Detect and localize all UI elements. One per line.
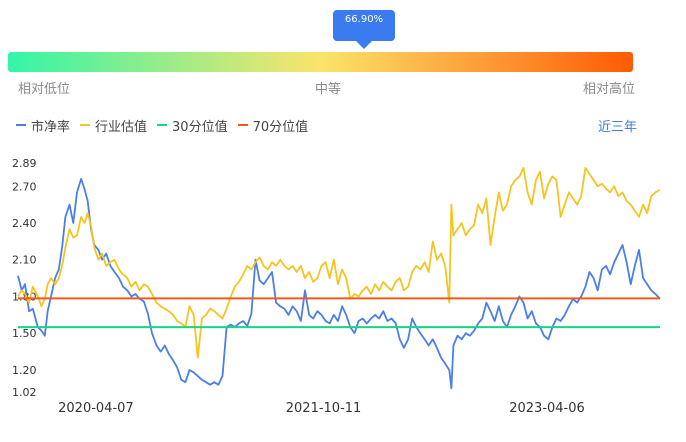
series-line-industry [17,167,661,359]
tooltip-arrow [356,41,372,49]
legend-swatch-p30 [157,124,168,126]
legend-item-industry[interactable]: 行业估值 [80,116,147,135]
percentile-value: 66.90% [344,14,384,25]
legend-swatch-p70 [237,124,248,126]
x-tick-label: 2021-10-11 [286,401,362,416]
y-tick-label: 2.89 [12,157,37,170]
range-three-years-button[interactable]: 近三年 [598,120,638,135]
legend-label-p70: 70分位值 [252,119,309,135]
percentile-tooltip: 66.90% [333,10,395,49]
y-tick-label: 1.02 [12,386,37,399]
legend-item-pb[interactable]: 市净率 [16,116,70,135]
series-line-pb [17,178,661,390]
y-tick-label: 2.40 [12,217,37,230]
y-tick-label: 2.70 [12,180,37,193]
chart-legend: 市净率 行业估值 30分位值 70分位值 [16,116,318,135]
gauge-high-label: 相对高位 [583,82,636,97]
legend-label-p30: 30分位值 [172,119,228,135]
legend-label-industry: 行业估值 [95,119,148,135]
legend-label-pb: 市净率 [31,119,71,135]
y-tick-label: 2.10 [12,254,37,267]
gauge-mid-label: 中等 [315,82,342,97]
y-tick-label: 1.20 [12,364,37,377]
valuation-gauge-bar [8,52,633,72]
legend-swatch-pb [16,124,26,126]
gauge-low-label: 相对低位 [18,82,71,97]
legend-item-p30[interactable]: 30分位值 [157,116,228,135]
legend-item-p70[interactable]: 70分位值 [237,116,309,135]
y-tick-label: 1.50 [12,327,37,340]
x-tick-label: 2023-04-06 [509,401,585,416]
x-tick-label: 2020-04-07 [58,401,134,416]
legend-swatch-industry [80,124,91,126]
